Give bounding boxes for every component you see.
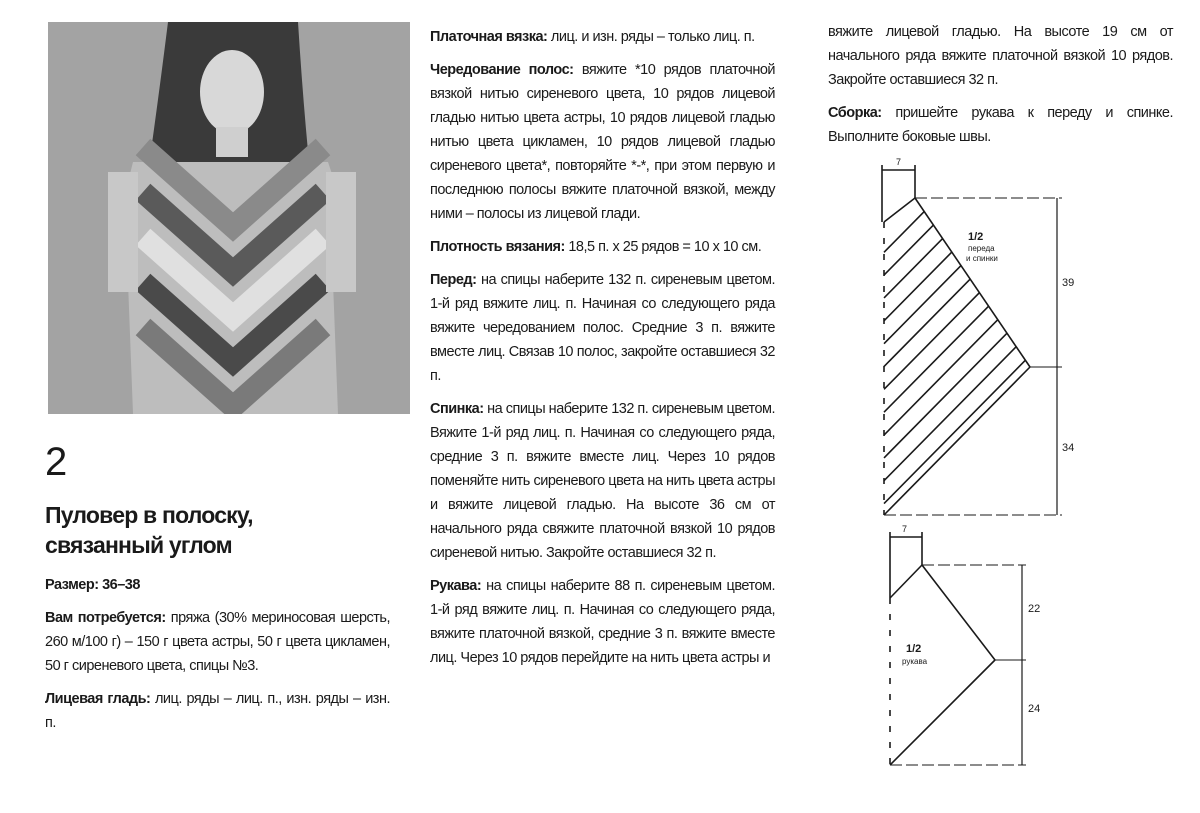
body-label-line3: и спинки: [966, 254, 998, 263]
stripe-hatch-line: [883, 278, 971, 368]
stripe-hatch-line: [883, 305, 990, 413]
middle-column: Платочная вязка: лиц. и изн. ряды – толь…: [430, 25, 776, 679]
body-label-fraction: 1/2: [968, 231, 983, 243]
size-value: 36–38: [102, 577, 140, 593]
body-lower-height-label: 34: [1062, 442, 1074, 454]
lower-diagonal: [889, 659, 996, 766]
stripes-paragraph: Чередование полос: вяжите *10 рядов плат…: [430, 58, 776, 226]
left-column: Размер: 36–38 Вам потребуется: пряжа (30…: [45, 573, 391, 744]
back-text: на спицы наберите 132 п. сиреневым цвето…: [430, 401, 776, 561]
sleeve-width-label: 7: [902, 524, 907, 534]
size-label: Размер:: [45, 577, 99, 593]
stripe-hatch-line: [883, 319, 999, 436]
right-column: вяжите лицевой гладью. На высоте 19 см о…: [828, 20, 1174, 158]
body-schematic: [881, 165, 1062, 516]
body-label-line2: переда: [968, 244, 995, 253]
sleeves-text: на спицы наберите 88 п. сиреневым цветом…: [430, 578, 776, 666]
sleeve-schematic: [889, 532, 1026, 766]
pattern-title: Пуловер в полоску, связанный углом: [45, 500, 405, 560]
garter-text: лиц. и изн. ряды – только лиц. п.: [550, 29, 755, 45]
stripe-hatch-line: [883, 346, 1017, 482]
model-photo: [48, 22, 410, 414]
size-line: Размер: 36–38: [45, 573, 390, 597]
sleeve-label-line2: рукава: [902, 657, 928, 666]
stripe-hatch-line: [883, 237, 944, 299]
stripe-hatch-line: [883, 210, 925, 253]
gauge-text: 18,5 п. x 25 рядов = 10 x 10 см.: [568, 239, 762, 255]
stripe-hatch-line: [883, 265, 962, 345]
stockinette-label: Лицевая гладь:: [45, 691, 151, 707]
stockinette-text: лиц. ряды – лиц. п., изн. ряды – изн. п.: [45, 691, 391, 731]
sleeves-continued-text: вяжите лицевой гладью. На высоте 19 см о…: [828, 24, 1174, 88]
upper-diagonal: [914, 197, 1031, 368]
assembly-label: Сборка:: [828, 105, 882, 121]
gauge-label: Плотность вязания:: [430, 239, 565, 255]
stripe-hatch-line: [883, 224, 934, 276]
back-paragraph: Спинка: на спицы наберите 132 п. сиренев…: [430, 397, 776, 565]
stripes-label: Чередование полос:: [430, 62, 574, 78]
materials-paragraph: Вам потребуется: пряжа (30% мериносовая …: [45, 606, 391, 678]
assembly-text: пришейте рукава к переду и спинке. Выпол…: [828, 105, 1174, 145]
garter-label: Платочная вязка:: [430, 29, 548, 45]
assembly-paragraph: Сборка: пришейте рукава к переду и спинк…: [828, 101, 1174, 149]
sleeve-label-fraction: 1/2: [906, 643, 921, 655]
stripe-hatch-line: [883, 359, 1026, 505]
sleeve-upper-height-label: 22: [1028, 603, 1040, 615]
sleeves-paragraph: Рукава: на спицы наберите 88 п. сиреневы…: [430, 574, 776, 670]
stripe-hatch-line: [883, 332, 1008, 459]
front-text: на спицы наберите 132 п. сиреневым цвето…: [430, 272, 776, 384]
stockinette-paragraph: Лицевая гладь: лиц. ряды – лиц. п., изн.…: [45, 687, 391, 735]
notch-line: [883, 197, 916, 223]
sleeve-lower-height-label: 24: [1028, 703, 1040, 715]
materials-label: Вам потребуется:: [45, 610, 166, 626]
stripes-text: вяжите *10 рядов платочной вязкой нитью …: [430, 62, 776, 222]
lower-diagonal: [883, 366, 1031, 516]
body-upper-height-label: 39: [1062, 277, 1074, 289]
materials-text: пряжа (30% мериносовая шерсть, 260 м/100…: [45, 610, 391, 674]
title-line-2: связанный углом: [45, 532, 233, 558]
pattern-number: 2: [45, 440, 68, 484]
garter-paragraph: Платочная вязка: лиц. и изн. ряды – толь…: [430, 25, 775, 49]
notch-line: [889, 564, 923, 599]
back-label: Спинка:: [430, 401, 484, 417]
stripe-hatch-line: [883, 292, 980, 390]
front-label: Перед:: [430, 272, 477, 288]
front-paragraph: Перед: на спицы наберите 132 п. сиреневы…: [430, 268, 776, 388]
stripe-hatching: [883, 210, 1026, 505]
title-line-1: Пуловер в полоску,: [45, 502, 254, 528]
sleeves-label: Рукава:: [430, 578, 482, 594]
gauge-paragraph: Плотность вязания: 18,5 п. x 25 рядов = …: [430, 235, 775, 259]
body-width-label: 7: [896, 157, 901, 167]
upper-diagonal: [921, 564, 996, 661]
stripe-hatch-line: [883, 251, 953, 322]
